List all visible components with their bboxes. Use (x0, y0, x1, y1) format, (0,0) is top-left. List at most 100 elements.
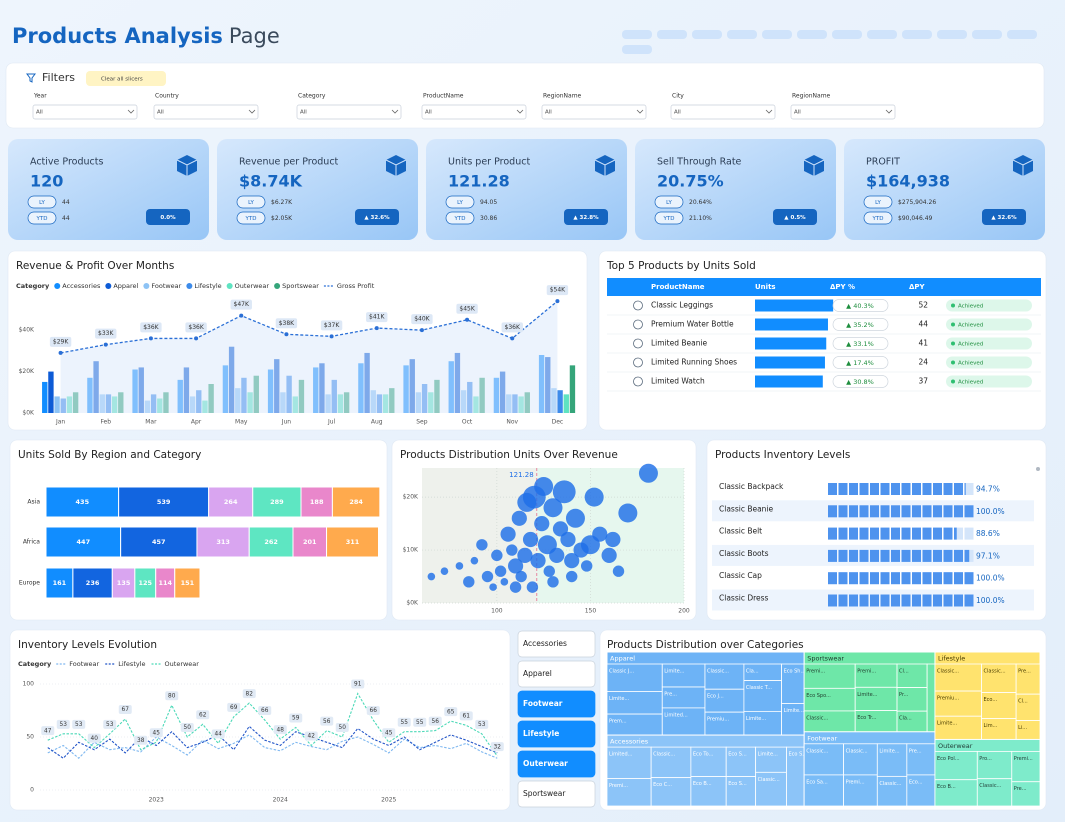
data-label-bg (382, 728, 396, 738)
bar-segment (72, 567, 113, 599)
x-tick-label: 150 (585, 608, 597, 615)
scatter-point (476, 539, 488, 551)
kpi-compare-value: $6.27K (271, 199, 293, 206)
category-button[interactable] (517, 720, 596, 748)
scatter-point (500, 578, 509, 586)
pill (797, 30, 827, 39)
category-button-label[interactable]: Apparel (523, 669, 552, 678)
units-bar (755, 318, 828, 331)
treemap-cell (976, 778, 1013, 807)
bar-segment (292, 526, 328, 558)
data-label: 114 (158, 579, 172, 587)
slicer-dropdown[interactable] (541, 104, 647, 120)
cell-label: Limite... (758, 752, 779, 758)
data-label-bg (366, 706, 380, 716)
cell-label: Classic... (846, 748, 868, 754)
scatter-point (515, 570, 527, 583)
category-button[interactable] (517, 780, 596, 808)
data-label-bg (289, 713, 303, 723)
category-button-label[interactable]: Outerwear (523, 759, 568, 768)
data-label: $37K (324, 322, 340, 329)
treemap-cell (1011, 751, 1041, 783)
data-label: 188 (310, 498, 324, 506)
scatter-point (526, 581, 539, 593)
kpi-value: 20.75% (657, 172, 724, 191)
cell-label: Classic T... (746, 685, 773, 691)
slicer-dropdown[interactable] (670, 104, 776, 120)
data-label: 50 (339, 725, 347, 731)
treemap-cell (906, 743, 936, 776)
slicer-dropdown[interactable] (296, 104, 402, 120)
kpi-compare-value: 44 (62, 199, 70, 206)
category-button-label[interactable]: Footwear (523, 699, 563, 708)
data-label-bg (275, 318, 298, 329)
scatter-point (522, 531, 539, 548)
kpi-pill-label: YTD (872, 216, 884, 222)
data-label: 56 (323, 719, 331, 725)
data-label-bg (165, 691, 179, 701)
slicer-value[interactable]: All (674, 110, 681, 116)
units-bar (755, 356, 825, 369)
change-value: 41 (918, 339, 928, 348)
cell-label: Classic... (937, 669, 959, 675)
slicer-value[interactable]: All (300, 110, 307, 116)
clear-button[interactable] (86, 71, 166, 86)
data-label: 66 (370, 708, 378, 714)
product-name: Classic Boots (719, 549, 769, 558)
category-button[interactable] (517, 660, 596, 688)
data-label-bg (501, 322, 523, 333)
slicer-dropdown[interactable] (790, 104, 896, 120)
product-name: Premium Water Bottle (651, 320, 734, 329)
category-button-label[interactable]: Accessories (523, 639, 567, 648)
category-button[interactable] (517, 690, 596, 718)
scatter-point (511, 510, 527, 526)
status-dot (951, 322, 955, 327)
slicer-value[interactable]: All (157, 110, 164, 116)
slicer-value[interactable]: All (425, 110, 432, 116)
slicer-value[interactable]: All (545, 110, 552, 116)
treemap-cell (976, 751, 1013, 780)
category-button[interactable] (517, 630, 596, 658)
slicer-label: Category (298, 93, 326, 100)
kpi-pill (863, 195, 893, 209)
kpi-compare-value: $275,904.26 (898, 199, 936, 206)
kpi-title: PROFIT (866, 157, 900, 168)
x-tick-label: Dec (552, 419, 564, 426)
progress-bar (828, 505, 974, 518)
scatter-point (605, 531, 621, 548)
treemap-cell (1011, 781, 1041, 807)
category-button[interactable] (517, 750, 596, 778)
legend-dot (274, 283, 281, 289)
slicer-dropdown[interactable] (153, 104, 259, 120)
bar (557, 390, 563, 413)
category-button-label[interactable]: Sportswear (523, 789, 566, 798)
chevron (636, 109, 644, 114)
data-label-bg (41, 726, 55, 736)
legend-label: Lifestyle (194, 282, 221, 290)
pill (622, 30, 652, 39)
cell-label: Classic... (984, 669, 1006, 675)
cell-label: Cla... (899, 716, 912, 722)
slicer-dropdown[interactable] (421, 104, 527, 120)
slicer-dropdown[interactable] (32, 104, 138, 120)
group-label: Outerwear (938, 742, 973, 750)
slicer-value[interactable]: All (794, 110, 801, 116)
scatter-point (560, 531, 576, 548)
clear-button-label[interactable]: Clear all slicers (101, 77, 143, 83)
treemap-cell (934, 690, 982, 717)
slicer-value[interactable]: All (36, 110, 43, 116)
treemap-cell (926, 663, 936, 733)
kpi-badge-label: ▲ 32.6% (991, 215, 1017, 221)
kpi-badge (355, 209, 399, 225)
category-label: Europe (19, 580, 40, 587)
cell-label: Premi... (857, 669, 876, 675)
change-pill (832, 299, 889, 312)
x-tick-label: Jul (327, 419, 336, 426)
line (60, 300, 558, 354)
legend-label: Lifestyle (118, 660, 145, 668)
pill (902, 30, 932, 39)
category-button-label[interactable]: Lifestyle (523, 729, 559, 738)
product-name: Classic Backpack (719, 482, 784, 491)
cell-label: Classic... (879, 781, 901, 787)
status-label: Achieved (958, 361, 983, 367)
